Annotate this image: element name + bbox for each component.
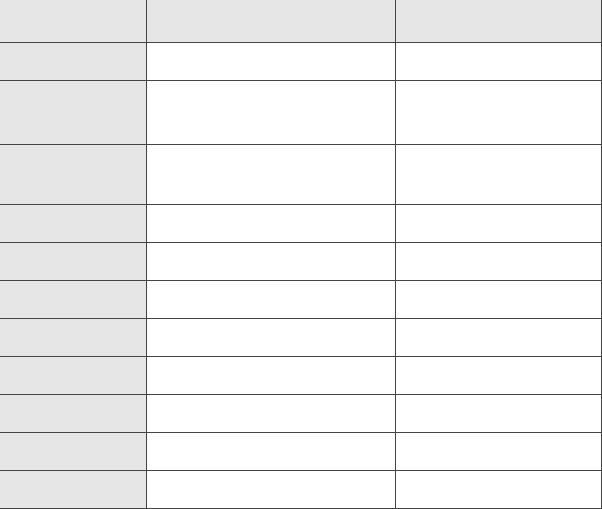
row-header-column [0,42,146,508]
header-row [0,0,602,42]
